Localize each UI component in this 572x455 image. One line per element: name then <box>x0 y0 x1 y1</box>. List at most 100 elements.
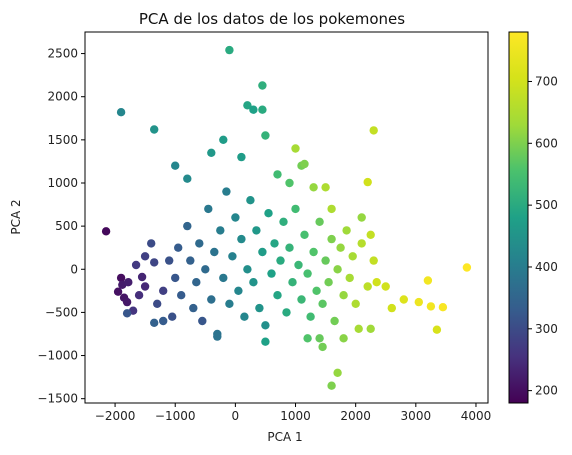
scatter-point <box>369 256 378 265</box>
scatter-point <box>333 265 342 274</box>
scatter-point <box>201 265 210 274</box>
x-tick-label: −1000 <box>155 409 196 423</box>
scatter-point <box>261 321 270 330</box>
plot-frame <box>84 31 489 404</box>
scatter-point <box>294 260 303 270</box>
scatter-point <box>249 105 258 114</box>
scatter-point <box>297 295 306 304</box>
scatter-point <box>267 269 276 278</box>
x-tick-label: 2000 <box>340 409 371 423</box>
scatter-point <box>330 316 339 326</box>
scatter-point <box>204 204 213 214</box>
scatter-point <box>279 217 288 226</box>
scatter-point <box>122 309 132 318</box>
scatter-point <box>321 256 330 265</box>
scatter-point <box>432 325 442 334</box>
scatter-point <box>228 252 237 261</box>
y-tick-label: 2500 <box>47 47 78 61</box>
scatter-point <box>165 256 174 265</box>
scatter-point <box>399 295 408 304</box>
scatter-point <box>261 337 270 346</box>
scatter-point <box>306 312 315 321</box>
scatter-point <box>261 131 270 140</box>
y-axis-label: PCA 2 <box>9 199 23 234</box>
scatter-point <box>282 308 291 317</box>
colorbar-tick-label: 700 <box>535 74 558 88</box>
y-tick-label: −1500 <box>37 392 78 406</box>
scatter-point <box>171 161 180 170</box>
scatter-point <box>192 278 201 287</box>
scatter-point <box>309 183 318 192</box>
scatter-point <box>339 334 348 343</box>
y-tick-label: 2000 <box>47 90 78 104</box>
scatter-point <box>234 286 243 295</box>
colorbar-tick-label: 500 <box>535 198 558 212</box>
scatter-point <box>237 234 246 244</box>
scatter-point <box>134 291 144 300</box>
scatter-point <box>116 273 126 283</box>
scatter-point <box>255 303 264 313</box>
scatter-point <box>273 170 282 179</box>
scatter-point <box>321 183 330 192</box>
scatter-points <box>101 45 472 390</box>
scatter-point <box>414 297 423 307</box>
scatter-point <box>122 297 132 307</box>
scatter-point <box>423 276 433 285</box>
scatter-point <box>285 178 294 188</box>
scatter-point <box>153 299 162 308</box>
scatter-point <box>159 316 168 326</box>
x-tick-label: 4000 <box>461 409 492 423</box>
scatter-point <box>315 334 324 343</box>
colorbar-tick-label: 400 <box>535 260 558 274</box>
scatter-point <box>246 196 255 205</box>
scatter-point <box>243 101 252 110</box>
scatter-point <box>177 291 186 300</box>
scatter-point <box>225 299 234 308</box>
scatter-point <box>372 278 381 287</box>
x-axis: −2000 −1000 0 1000 2000 3000 4000 <box>95 403 491 423</box>
scatter-point <box>213 332 222 341</box>
scatter-point <box>342 226 351 235</box>
scatter-point <box>140 252 150 261</box>
scatter-point <box>207 295 216 304</box>
scatter-point <box>300 230 309 239</box>
y-tick-label: −1000 <box>37 349 78 363</box>
scatter-point <box>258 247 267 257</box>
scatter-point <box>363 282 372 291</box>
scatter-point <box>324 278 333 287</box>
chart-title: PCA de los datos de los pokemones <box>139 10 405 28</box>
scatter-point <box>333 368 342 377</box>
scatter-point <box>366 324 375 333</box>
scatter-point <box>270 239 279 248</box>
scatter-point <box>339 291 348 300</box>
scatter-point <box>150 258 159 267</box>
scatter-point <box>219 273 228 283</box>
colorbar-ticks: 200 300 400 500 600 700 <box>528 74 558 398</box>
scatter-point <box>318 299 327 308</box>
scatter-point <box>288 278 297 287</box>
scatter-point <box>210 247 219 257</box>
scatter-point <box>131 260 141 270</box>
scatter-point <box>462 263 472 272</box>
colorbar-tick-label: 300 <box>535 322 558 336</box>
scatter-point <box>237 152 246 162</box>
y-tick-label: 0 <box>70 262 78 276</box>
colorbar-tick-label: 200 <box>535 384 558 398</box>
x-tick-label: 0 <box>232 409 240 423</box>
scatter-point <box>300 159 309 169</box>
scatter-point <box>168 312 177 321</box>
scatter-point <box>252 226 261 235</box>
scatter-point <box>309 247 318 257</box>
scatter-point <box>183 221 192 231</box>
scatter-point <box>381 282 390 291</box>
scatter-point <box>249 278 258 287</box>
x-axis-label: PCA 1 <box>267 430 302 444</box>
scatter-point <box>357 239 366 248</box>
scatter-point <box>243 265 252 274</box>
scatter-point <box>327 234 336 244</box>
x-tick-label: −2000 <box>95 409 136 423</box>
scatter-point <box>150 318 159 327</box>
scatter-point <box>219 135 228 144</box>
scatter-point <box>222 187 231 196</box>
